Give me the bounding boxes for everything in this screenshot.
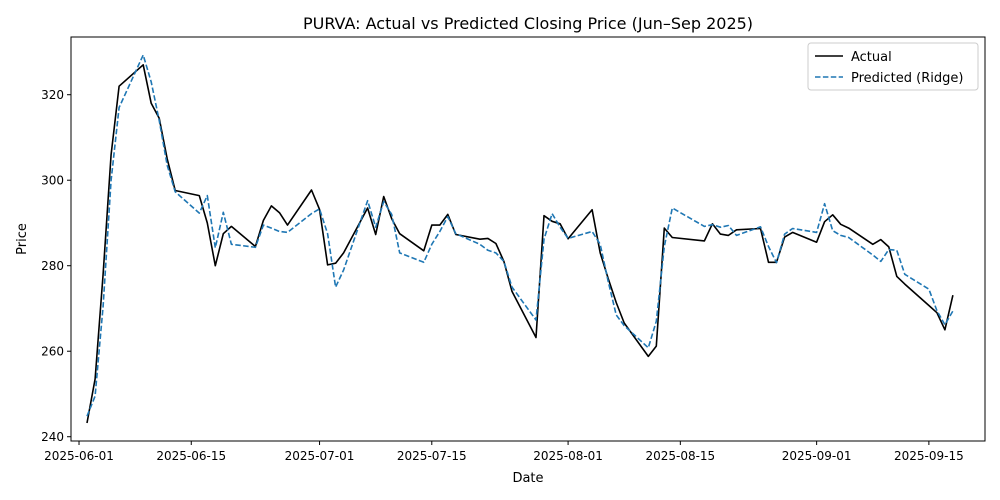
x-tick-label: 2025-08-15 — [645, 449, 715, 463]
x-tick-label: 2025-09-01 — [782, 449, 852, 463]
axes-frame — [70, 36, 986, 442]
legend-predicted-label: Predicted (Ridge) — [851, 71, 963, 86]
chart-title: PURVA: Actual vs Predicted Closing Price… — [303, 14, 753, 33]
x-tick-label: 2025-06-15 — [156, 449, 226, 463]
x-tick-label: 2025-06-01 — [44, 449, 114, 463]
x-tick-label: 2025-09-15 — [894, 449, 964, 463]
legend-actual-label: Actual — [851, 50, 892, 65]
x-axis-label: Date — [512, 471, 543, 486]
y-axis-label: Price — [15, 223, 30, 255]
actual-series-line — [86, 64, 954, 424]
x-tick-label: 2025-08-01 — [533, 449, 603, 463]
y-tick-label: 300 — [41, 174, 64, 188]
x-axis: 2025-06-01 2025-06-15 2025-07-01 2025-07-15… — [44, 441, 964, 463]
plot-area — [86, 54, 954, 424]
y-tick-label: 240 — [41, 430, 64, 444]
y-tick-label: 280 — [41, 259, 64, 273]
y-tick-label: 260 — [41, 345, 64, 359]
x-tick-label: 2025-07-15 — [397, 449, 467, 463]
legend: Actual Predicted (Ridge) — [807, 42, 979, 91]
y-tick-label: 320 — [41, 88, 64, 102]
predicted-series-line — [86, 54, 954, 417]
x-tick-label: 2025-07-01 — [285, 449, 355, 463]
y-axis: 240 260 280 300 320 — [41, 88, 71, 444]
legend-box — [807, 42, 979, 91]
